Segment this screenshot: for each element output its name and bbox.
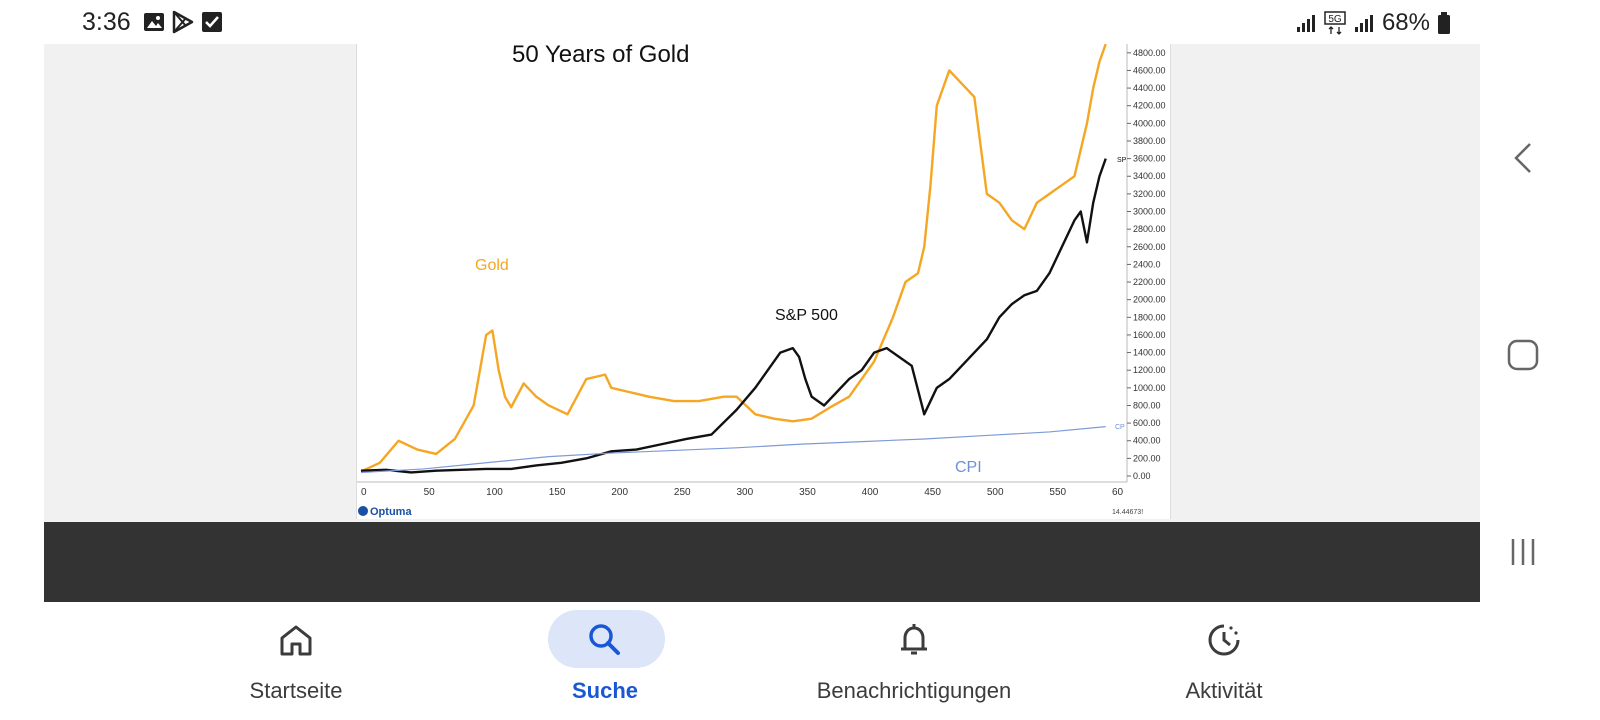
nav-suche[interactable]: Suche	[485, 610, 725, 710]
svg-text:Optuma: Optuma	[370, 506, 412, 518]
chart-footer-value: 14.44673!	[1112, 509, 1143, 516]
cpi-label: CPI	[955, 459, 982, 476]
y-tick-label: 400.00	[1133, 436, 1161, 446]
y-tick-label: 1200.00	[1133, 365, 1166, 375]
bottom-navigation: Startseite Suche Benachrichtigungen Akti…	[44, 602, 1480, 720]
home-square-icon[interactable]	[1507, 339, 1539, 371]
y-tick-label: 800.00	[1133, 400, 1161, 410]
recents-icon[interactable]	[1507, 536, 1539, 568]
y-tick-label: 2200.00	[1133, 277, 1166, 287]
gold-label: Gold	[475, 257, 509, 274]
x-tick-label: 300	[737, 487, 754, 498]
series-line-gold	[360, 43, 1107, 473]
nav-benachrichtigungen[interactable]: Benachrichtigungen	[794, 610, 1034, 710]
chart-series	[360, 43, 1107, 474]
signal-icon	[1296, 15, 1315, 32]
system-status-icons: 5G 68%	[1296, 9, 1450, 37]
svg-text:5G: 5G	[1328, 14, 1342, 25]
y-tick-label: 3400.00	[1133, 171, 1166, 181]
x-tick-label: 350	[799, 487, 816, 498]
y-tick-label: 2400.0	[1133, 259, 1161, 269]
y-tick-label: 200.00	[1133, 453, 1161, 463]
y-tick-label: 1800.00	[1133, 312, 1166, 322]
y-tick-label: 1000.00	[1133, 383, 1166, 393]
x-tick-label: 250	[674, 487, 691, 498]
home-icon	[280, 625, 312, 656]
x-tick-label: 0	[361, 487, 367, 498]
cpi-end-tag: CP	[1115, 424, 1125, 431]
bell-icon	[901, 624, 927, 655]
y-tick-label: 2800.00	[1133, 224, 1166, 234]
y-tick-label: 3800.00	[1133, 136, 1166, 146]
image-icon	[144, 13, 164, 31]
image-viewer[interactable]: 50 Years of Gold 4800.00 4600.00 4400.00 42…	[44, 41, 1480, 522]
x-tick-label: 60	[1112, 487, 1124, 498]
battery-icon	[1438, 12, 1450, 34]
nav-label: Startseite	[249, 678, 343, 703]
sp500-label: S&P 500	[775, 307, 838, 324]
y-tick-label: 4200.00	[1133, 101, 1166, 111]
x-tick-label: 500	[987, 487, 1004, 498]
play-store-icon	[172, 10, 194, 34]
y-tick-label: 0.00	[1133, 471, 1151, 481]
y-tick-label: 600.00	[1133, 418, 1161, 428]
y-tick-label: 3600.00	[1133, 154, 1166, 164]
y-tick-label: 4400.00	[1133, 83, 1166, 93]
history-icon	[1208, 624, 1240, 656]
gold-chart: 50 Years of Gold 4800.00 4600.00 4400.00 42…	[357, 41, 1166, 518]
y-tick-label: 1600.00	[1133, 330, 1166, 340]
x-tick-label: 50	[424, 487, 436, 498]
notification-icons	[143, 10, 223, 34]
signal-icon	[1354, 15, 1373, 32]
x-tick-label: 450	[924, 487, 941, 498]
x-tick-label: 400	[862, 487, 879, 498]
image-caption-band	[44, 522, 1480, 602]
nav-label: Aktivität	[1185, 678, 1263, 703]
x-ticks: 0 50 100 150 200 250 300 350 400 450 500 550 60	[361, 487, 1124, 498]
nav-label: Suche	[571, 678, 639, 703]
5g-icon: 5G	[1324, 11, 1346, 35]
status-bar: 3:36 5G 68%	[0, 0, 1600, 44]
back-icon[interactable]	[1508, 140, 1538, 176]
nav-startseite[interactable]: Startseite	[176, 610, 416, 710]
x-tick-label: 550	[1049, 487, 1066, 498]
series-line-cpi	[360, 426, 1106, 474]
y-tick-label: 4800.00	[1133, 48, 1166, 58]
search-icon	[589, 624, 620, 655]
battery-percentage: 68%	[1381, 9, 1430, 36]
y-ticks: 4800.00 4600.00 4400.00 4200.00 4000.00 3800.…	[1127, 48, 1166, 481]
nav-aktivitaet[interactable]: Aktivität	[1104, 610, 1344, 710]
x-tick-label: 100	[486, 487, 503, 498]
nav-label: Benachrichtigungen	[816, 678, 1012, 703]
status-time: 3:36	[82, 8, 131, 36]
checkbox-icon	[202, 12, 222, 32]
y-tick-label: 4000.00	[1133, 118, 1166, 128]
chart-image[interactable]: 50 Years of Gold 4800.00 4600.00 4400.00 42…	[356, 41, 1171, 519]
x-tick-label: 150	[549, 487, 566, 498]
y-tick-label: 2600.00	[1133, 242, 1166, 252]
y-tick-label: 3000.00	[1133, 207, 1166, 217]
optuma-logo: Optuma	[358, 506, 412, 518]
y-tick-label: 3200.00	[1133, 189, 1166, 199]
sp-end-tag: SP	[1117, 157, 1127, 164]
y-tick-label: 1400.00	[1133, 348, 1166, 358]
series-line-s-p-500	[360, 158, 1107, 474]
y-tick-label: 4600.00	[1133, 65, 1166, 75]
x-tick-label: 200	[611, 487, 628, 498]
chart-title: 50 Years of Gold	[512, 44, 689, 68]
y-tick-label: 2000.00	[1133, 295, 1166, 305]
